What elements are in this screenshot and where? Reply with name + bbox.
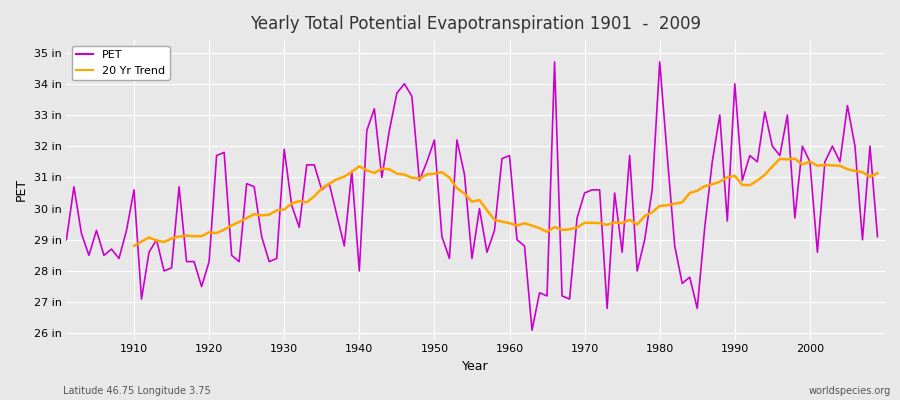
Text: worldspecies.org: worldspecies.org (809, 386, 891, 396)
Legend: PET, 20 Yr Trend: PET, 20 Yr Trend (72, 46, 169, 80)
X-axis label: Year: Year (463, 360, 489, 373)
Text: Latitude 46.75 Longitude 3.75: Latitude 46.75 Longitude 3.75 (63, 386, 211, 396)
Title: Yearly Total Potential Evapotranspiration 1901  -  2009: Yearly Total Potential Evapotranspiratio… (250, 15, 701, 33)
Y-axis label: PET: PET (15, 178, 28, 202)
